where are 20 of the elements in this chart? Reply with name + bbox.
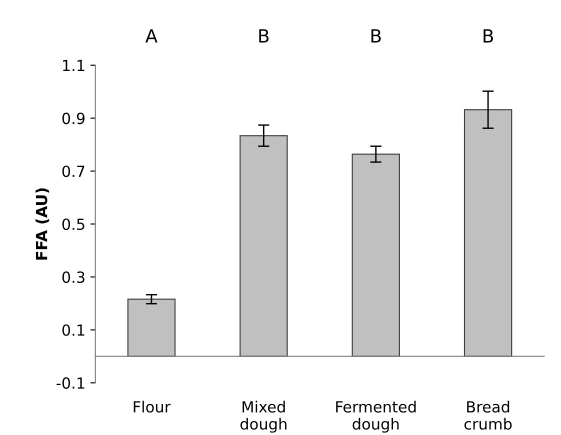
bar [352, 154, 400, 357]
bar [127, 298, 176, 357]
x-tick-label: Fermented dough [336, 400, 416, 433]
text: B [371, 29, 381, 42]
y-tick-label: 0.7 [62, 166, 84, 178]
y-tick-label: 0.1 [62, 324, 84, 336]
text: A [145, 29, 158, 42]
x-tick-label: Mixed dough [240, 400, 286, 433]
text: B [259, 29, 269, 42]
text: B [484, 29, 493, 42]
y-tick-label: 0.9 [62, 112, 85, 124]
y-axis-title: FFA (AU) [36, 188, 50, 260]
bar [464, 109, 512, 357]
y-tick-label: 1.1 [63, 60, 84, 72]
x-tick-label: Bread crumb [464, 400, 512, 430]
x-tick-label: Flour [134, 400, 171, 413]
y-tick-label: -0.1 [56, 377, 84, 389]
y-tick-label: 0.5 [62, 218, 84, 230]
bar [240, 135, 288, 357]
y-tick-label: 0.3 [62, 271, 84, 283]
